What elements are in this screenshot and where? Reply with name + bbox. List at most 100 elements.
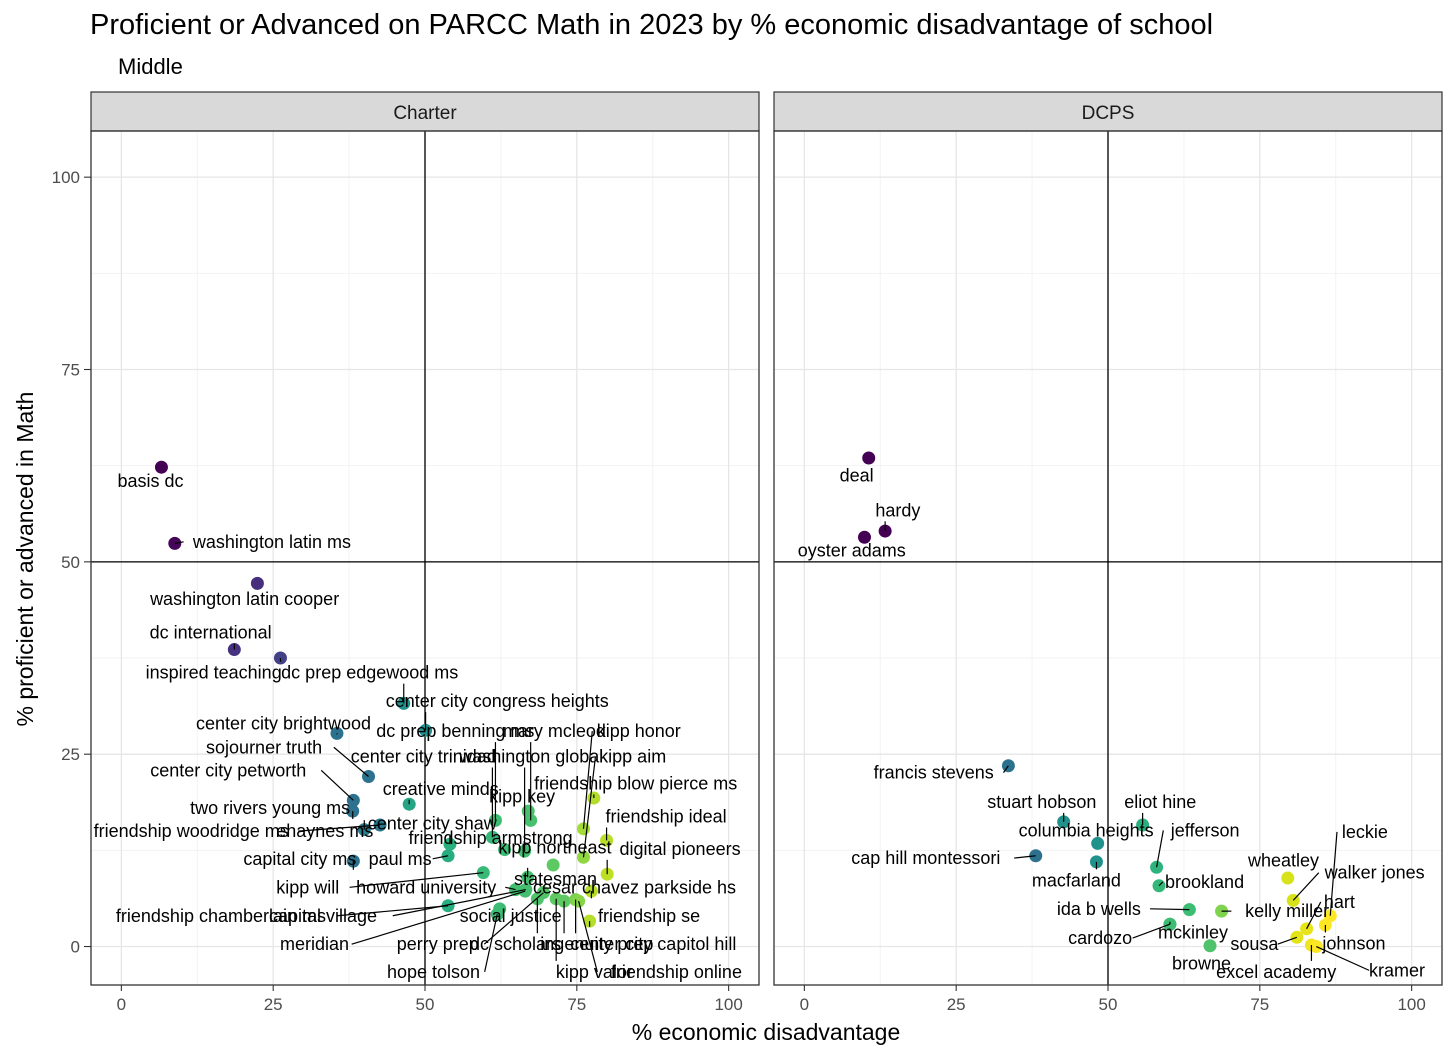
point-label: cardozo <box>1068 928 1132 948</box>
point-label: wheatley <box>1247 850 1319 870</box>
point-label: kipp honor <box>597 721 681 741</box>
point-label: jefferson <box>1170 820 1240 840</box>
leader-line <box>349 872 484 888</box>
point-label: hart <box>1324 892 1355 912</box>
leader-line <box>351 890 526 945</box>
point-label: perry prep <box>397 934 479 954</box>
point-label: johnson <box>1321 933 1385 953</box>
y-tick-label: 75 <box>61 361 80 380</box>
x-axis-label: % economic disadvantage <box>632 1019 901 1045</box>
point-label: center city brightwood <box>196 713 371 733</box>
point-label: deal <box>840 466 874 486</box>
leader-line <box>392 889 526 917</box>
data-point <box>250 576 264 590</box>
point-label: washington global <box>458 746 603 766</box>
y-tick-label: 50 <box>61 553 80 572</box>
y-tick-label: 25 <box>61 745 80 764</box>
leader-line <box>320 769 354 801</box>
point-label: statesman <box>514 869 597 889</box>
point-label: sojourner truth <box>206 737 322 757</box>
point-label: dc prep edgewood ms <box>281 663 458 683</box>
leader-line <box>1277 936 1298 945</box>
x-tick-label: 100 <box>1397 995 1425 1014</box>
y-axis-label: % proficient or advanced in Math <box>12 392 38 727</box>
point-label: browne <box>1172 953 1231 973</box>
point-label: basis dc <box>117 471 183 491</box>
leader-line <box>1292 872 1320 901</box>
point-label: eliot hine <box>1124 792 1196 812</box>
leader-line <box>1155 830 1164 868</box>
data-point <box>862 451 876 465</box>
point-label: capital city ms <box>243 849 356 869</box>
point-label: sousa <box>1230 934 1279 954</box>
point-label: friendship armstrong <box>409 828 573 848</box>
data-point <box>498 843 512 857</box>
point-label: center city petworth <box>150 760 306 780</box>
data-point <box>857 530 871 544</box>
leader-line <box>484 914 498 973</box>
leader-line <box>298 824 381 832</box>
x-tick-label: 75 <box>567 995 586 1014</box>
x-tick-label: 25 <box>947 995 966 1014</box>
point-label: francis stevens <box>874 763 994 783</box>
leader-line <box>582 756 597 858</box>
point-label: kipp valor <box>556 962 633 982</box>
leader-line <box>432 855 449 860</box>
point-label: washington latin ms <box>192 532 351 552</box>
data-point <box>154 460 168 474</box>
point-label: kipp aim <box>599 746 666 766</box>
point-label: cesar chavez parkside hs <box>533 877 736 897</box>
point-label: social justice <box>460 906 562 926</box>
y-tick-label: 0 <box>71 938 80 957</box>
panel-charter: Charter basis dc washington latin ms washin… <box>90 91 760 1014</box>
data-point <box>521 804 535 818</box>
chart-subtitle: Middle <box>118 54 183 79</box>
point-label: friendship chamberlain ms <box>116 906 326 926</box>
point-label: mckinley <box>1158 923 1228 943</box>
point-label: oyster adams <box>798 540 906 560</box>
facet-strip-label: Charter <box>393 103 457 124</box>
x-tick-label: 25 <box>264 995 283 1014</box>
point-label: walker jones <box>1324 863 1425 883</box>
point-label: dc international <box>150 623 272 643</box>
point-label: inspired teaching <box>146 663 282 683</box>
leader-line <box>333 746 369 777</box>
x-tick-label: 100 <box>714 995 742 1014</box>
point-label: dc prep benning ms <box>376 721 534 741</box>
point-label: paul ms <box>369 849 432 869</box>
point-label: meridian <box>280 934 349 954</box>
chart-panels: 0 25 50 75 100 Charter basis dc washington lati… <box>52 91 1443 1014</box>
leader-line <box>337 905 449 917</box>
facet-strip-label: DCPS <box>1082 103 1135 124</box>
leader-line <box>582 731 593 829</box>
y-tick-label: 100 <box>52 168 80 187</box>
x-tick-label: 0 <box>117 995 126 1014</box>
point-label: kipp northeast <box>498 837 611 857</box>
point-label: cap hill montessori <box>851 848 1000 868</box>
point-label: hardy <box>875 500 920 520</box>
point-label: center city capitol hill <box>570 934 736 954</box>
point-label: ingenuity prep <box>540 934 653 954</box>
facet-strip <box>773 91 1443 132</box>
point-label: washington latin cooper <box>149 589 339 609</box>
x-tick-label: 0 <box>800 995 809 1014</box>
point-label: kelly miller <box>1245 901 1329 921</box>
point-label: friendship blow pierce ms <box>534 773 737 793</box>
chart-title: Proficient or Advanced on PARCC Math in … <box>90 9 1213 41</box>
point-label: creative minds <box>383 779 499 799</box>
data-point <box>1091 836 1105 850</box>
facet-strip <box>90 91 760 132</box>
leader-line <box>483 892 544 945</box>
point-label: ida b wells <box>1057 899 1141 919</box>
point-label: kipp key <box>489 787 555 807</box>
point-label: center city trinidad <box>351 746 497 766</box>
point-label: friendship woodridge ms <box>94 821 289 841</box>
leader-line <box>1329 831 1338 916</box>
point-label: macfarland <box>1032 870 1121 890</box>
point-label: ehaynes ms <box>276 821 373 841</box>
leader-line <box>1002 765 1009 774</box>
point-label: center city congress heights <box>386 691 609 711</box>
point-label: excel academy <box>1216 962 1336 982</box>
